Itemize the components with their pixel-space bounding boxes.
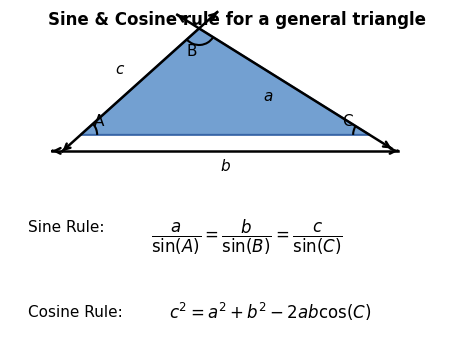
Text: C: C: [343, 114, 353, 129]
Polygon shape: [81, 28, 370, 135]
Text: $\dfrac{a}{\sin(A)} = \dfrac{b}{\sin(B)} = \dfrac{c}{\sin(C)}$: $\dfrac{a}{\sin(A)} = \dfrac{b}{\sin(B)}…: [151, 218, 342, 257]
Text: A: A: [94, 114, 104, 129]
Text: B: B: [187, 44, 197, 59]
Text: Cosine Rule:: Cosine Rule:: [28, 305, 123, 320]
Text: a: a: [263, 89, 273, 104]
Text: b: b: [220, 159, 230, 174]
Text: Sine Rule:: Sine Rule:: [28, 220, 105, 235]
Text: $c^2 = a^2 + b^2 - 2ab\cos(C)$: $c^2 = a^2 + b^2 - 2ab\cos(C)$: [169, 301, 371, 323]
Text: Sine & Cosine rule for a general triangle: Sine & Cosine rule for a general triangl…: [48, 11, 426, 29]
Text: c: c: [116, 62, 124, 77]
